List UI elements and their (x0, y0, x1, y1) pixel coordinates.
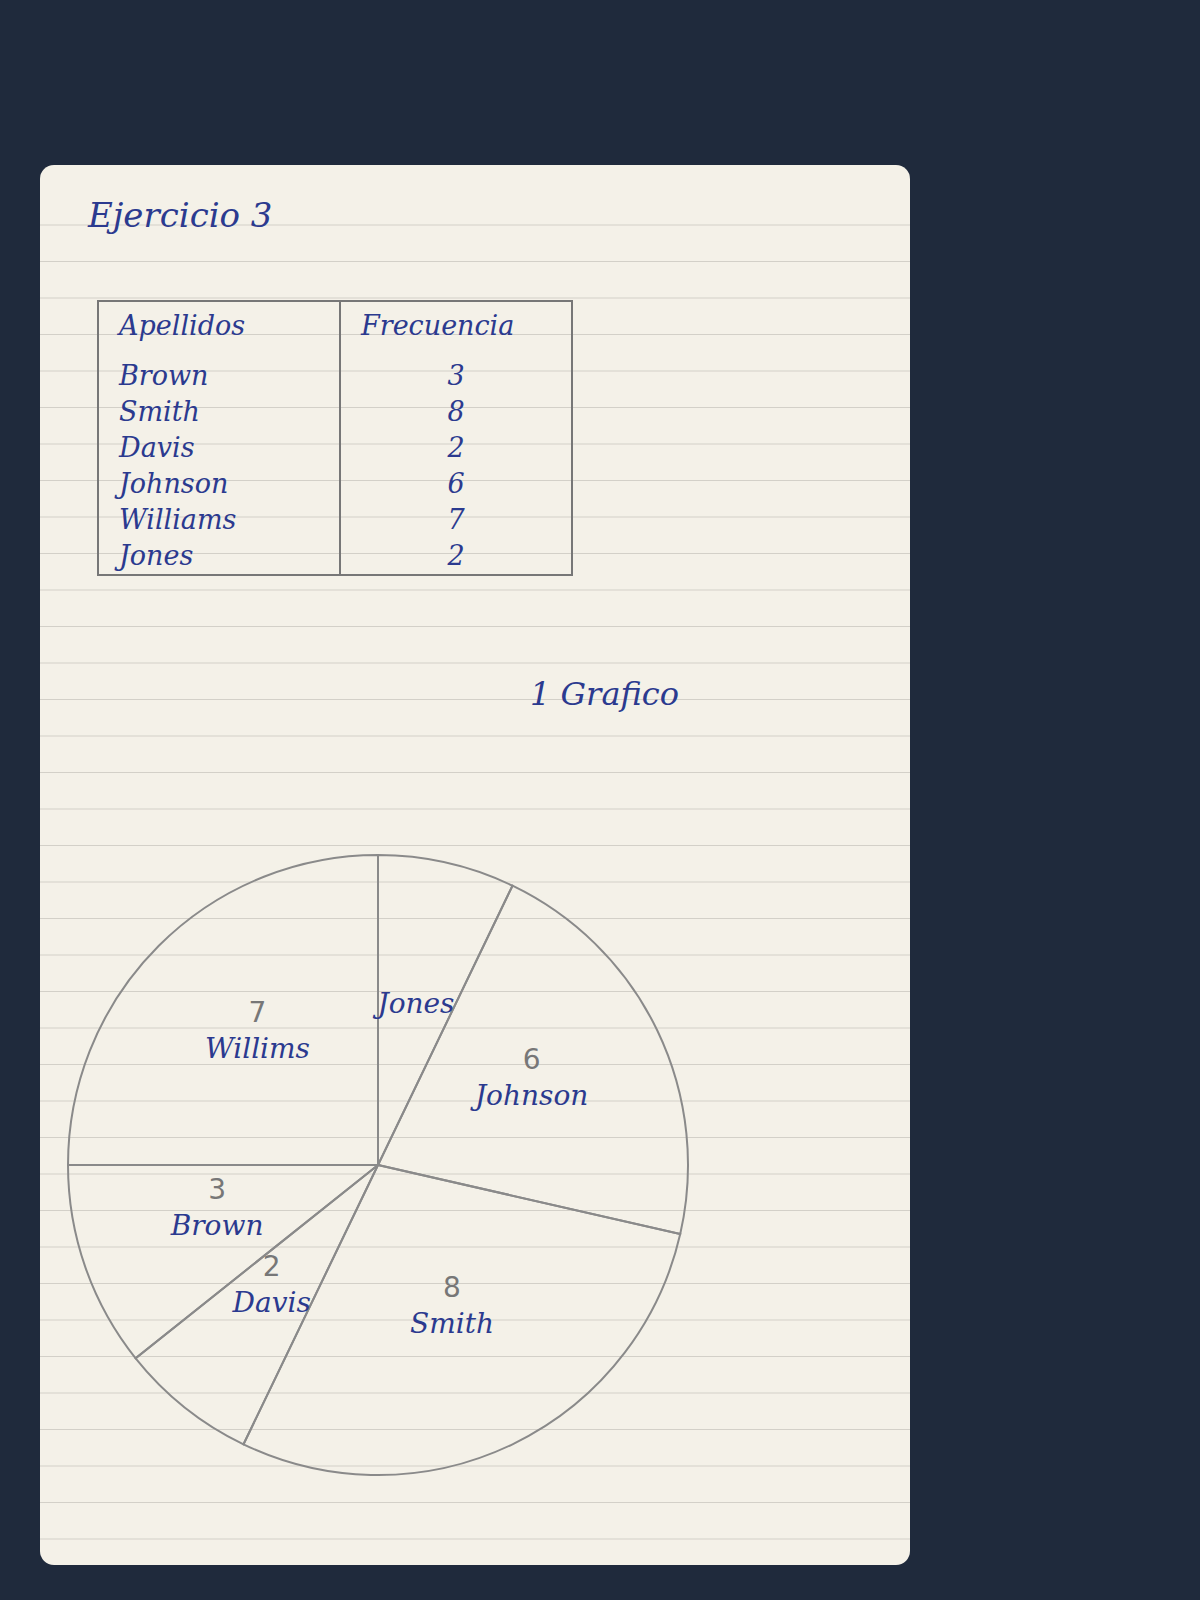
html-text:7: 7 (447, 504, 465, 535)
svg-text:3: 3 (208, 1173, 226, 1206)
html-text:Frecuencia: Frecuencia (361, 310, 515, 341)
html-text:3: 3 (447, 360, 465, 391)
html-text:Ejercicio 3: Ejercicio 3 (88, 195, 273, 235)
svg-text:1 Grafico: 1 Grafico (530, 675, 679, 713)
svg-text:Davis: Davis (232, 1286, 311, 1319)
svg-text:Smith: Smith (410, 1307, 494, 1340)
html-text:Johnson: Johnson (119, 468, 229, 499)
html-text:2: 2 (447, 540, 465, 571)
svg-text:Brown: Brown (170, 1209, 264, 1242)
svg-text:6: 6 (523, 1043, 541, 1076)
svg-text:Willims: Willims (205, 1032, 310, 1065)
svg-text:Jones: Jones (372, 987, 454, 1020)
html-text:Davis: Davis (119, 432, 195, 463)
html-text:Jones: Jones (119, 540, 194, 571)
html-text:Brown: Brown (119, 360, 209, 391)
svg-text:7: 7 (249, 996, 267, 1029)
html-text:Williams: Williams (119, 504, 237, 535)
html-text:Apellidos: Apellidos (119, 310, 246, 341)
html-text:6: 6 (447, 468, 465, 499)
html-text:Smith: Smith (119, 396, 200, 427)
svg-text:8: 8 (443, 1271, 461, 1304)
svg-text:Johnson: Johnson (470, 1079, 588, 1112)
svg-text:2: 2 (263, 1250, 281, 1283)
html-text:8: 8 (447, 396, 465, 427)
html-text:2: 2 (447, 432, 465, 463)
